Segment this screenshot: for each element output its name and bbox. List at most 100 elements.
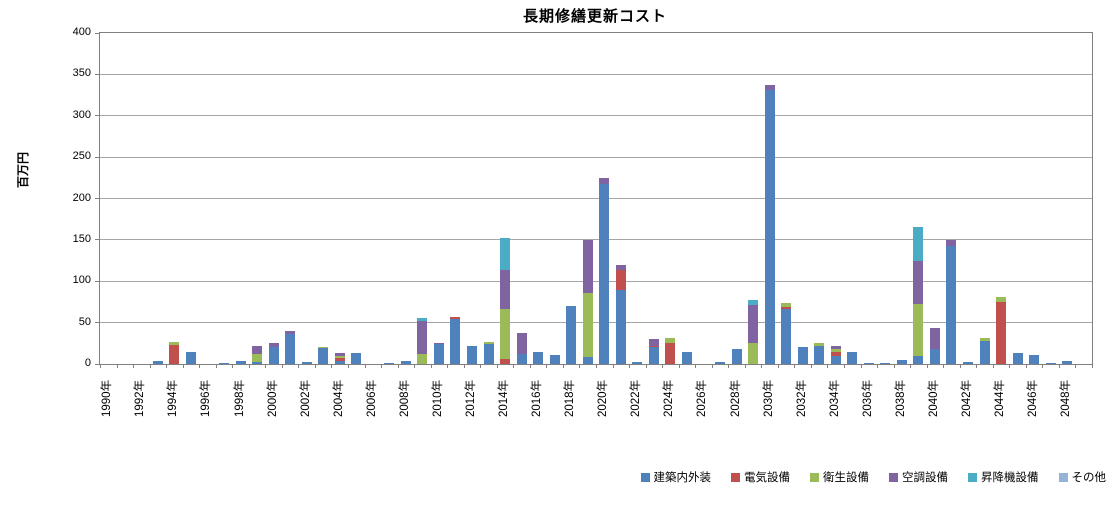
x-axis-tick [612,364,614,368]
x-axis-tick [298,364,300,368]
plot-area [95,32,1093,368]
bar-segment-建築内外装 [814,345,825,364]
bar-2030 [761,33,778,364]
x-axis-tick-label: 2038年 [894,379,907,417]
bar-segment-電気設備 [648,345,659,348]
x-axis-tick-label: 2006年 [365,379,378,417]
bar-segment-昇降機設備 [748,300,759,306]
x-axis-tick-label: 2000年 [266,379,279,417]
x-axis-tick [1042,364,1044,368]
legend-swatch-icon [1058,472,1068,482]
bar-segment-空調設備 [500,269,511,309]
x-axis-tick [447,364,449,368]
bar-2041 [943,33,960,364]
bar-2002 [298,33,315,364]
x-axis-tick [629,364,631,368]
x-axis-tick [893,364,895,368]
bar-segment-空調設備 [417,320,428,355]
bar-segment-電気設備 [615,269,626,290]
x-axis-tick-label: 2028年 [729,379,742,417]
bar-segment-衛生設備 [665,338,676,344]
x-axis-tick-label: 2012年 [465,379,477,417]
bar-segment-建築内外装 [615,289,626,364]
bar-2031 [778,33,795,364]
x-axis-tick [976,364,978,368]
bar-2046 [1026,33,1043,364]
x-axis-tick [232,364,234,368]
bar-segment-電気設備 [830,351,841,356]
bar-2048 [1059,33,1076,364]
bar-2001 [282,33,299,364]
bar-segment-衛生設備 [483,341,494,345]
x-axis-tick-label: 2016年 [531,379,544,417]
x-axis-tick [100,364,101,368]
bar-2049 [1075,33,1092,364]
legend-item: 建築内外装 [640,469,711,485]
bar-2006 [365,33,382,364]
x-axis-tick-label: 2042年 [961,379,973,417]
x-axis-tick [959,364,961,368]
x-axis-tick [166,364,168,368]
y-axis-tick-label: 300 [72,108,91,121]
bar-segment-建築内外装 [1029,354,1040,364]
bar-segment-建築内外装 [516,354,527,364]
bar-segment-建築内外装 [566,306,577,364]
bar-segment-空調設備 [946,239,957,246]
bar-segment-空調設備 [252,345,263,355]
x-axis-tick [331,364,333,368]
bar-segment-電気設備 [996,301,1007,364]
x-axis-tick-label: 2024年 [663,379,676,417]
x-axis-tick-label: 2022年 [630,379,643,417]
bar-segment-建築内外装 [1062,360,1073,364]
bar-segment-建築内外装 [946,245,957,364]
bar-2026 [695,33,712,364]
x-axis-tick [992,364,994,368]
x-axis-tick-label: 1990年 [101,379,114,417]
bar-2033 [811,33,828,364]
gridline [100,156,1092,158]
x-axis-tick [1058,364,1060,368]
y-axis-tick [95,322,100,324]
x-axis-tick [116,364,118,368]
bar-segment-建築内外装 [450,318,461,364]
y-axis-tick [95,239,100,241]
bar-2036 [861,33,878,364]
x-axis-tick [794,364,796,368]
bar-segment-建築内外装 [913,355,924,364]
x-axis-tick [662,364,664,368]
y-axis-tick [95,363,100,365]
x-axis-tick [761,364,763,368]
x-axis-tick [430,364,432,368]
y-axis-tick [95,198,100,199]
bar-segment-空調設備 [285,330,296,335]
bar-segment-空調設備 [582,239,593,293]
bar-segment-建築内外装 [466,345,477,364]
legend-swatch-icon [640,472,650,482]
bar-1993 [150,33,167,364]
bar-segment-建築内外装 [896,359,907,364]
x-axis-tick [860,364,862,368]
bar-segment-空調設備 [648,339,659,346]
y-axis-tick-label: 100 [72,274,91,287]
legend-item: 空調設備 [889,469,948,485]
bar-segment-建築内外装 [268,346,279,364]
chart-title: 長期修繕更新コスト [522,8,667,25]
legend-item: 昇降機設備 [968,469,1039,485]
bar-segment-空調設備 [748,305,759,343]
bar-2028 [728,33,745,364]
x-axis-tick [728,364,730,368]
bar-segment-衛生設備 [830,349,841,352]
x-axis-tick [1092,364,1093,368]
bar-segment-建築内外装 [218,363,229,364]
legend-swatch-icon [889,472,898,482]
legend-label: その他 [1071,472,1107,484]
x-axis-tick [910,364,912,368]
x-axis-tick-label: 2018年 [564,379,577,417]
bar-segment-衛生設備 [169,341,180,345]
x-axis-tick [215,364,217,368]
bar-segment-建築内外装 [185,352,196,364]
y-axis-tick-label: 400 [72,26,91,38]
x-axis-tick [678,364,680,368]
bar-segment-建築内外装 [549,354,560,364]
bar-segment-空調設備 [516,332,527,355]
